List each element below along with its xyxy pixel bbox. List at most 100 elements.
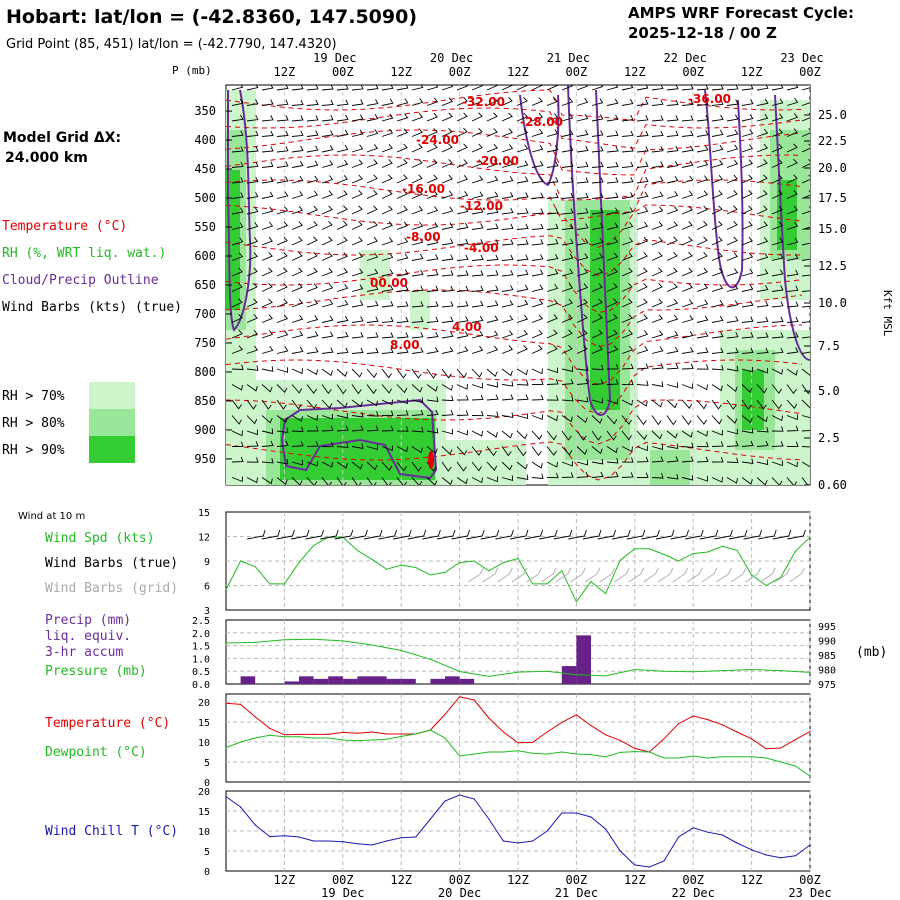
- isotherm-labels: -32.00 -36.00 -28.00 -24.00 -20.00 -16.00 -12.…: [370, 92, 731, 352]
- upper-wind-barb: [456, 410, 469, 416]
- grid-point-subtitle: Grid Point (85, 451) lat/lon = (-42.7790…: [6, 37, 337, 52]
- wind-chill-line-point: [502, 840, 504, 842]
- upper-wind-barb: [621, 379, 634, 386]
- upper-wind-barb: [441, 112, 453, 122]
- upper-wind-barb: [576, 223, 589, 230]
- upper-wind-barb: [636, 236, 649, 246]
- upper-wind-barb: [591, 161, 604, 168]
- upper-wind-barb: [771, 415, 783, 422]
- upper-wind-barb: [291, 283, 303, 292]
- dewpoint-line-point: [488, 751, 490, 753]
- upper-wind-barb: [561, 177, 574, 184]
- upper-wind-barb: [591, 446, 603, 455]
- upper-wind-barb: [801, 258, 810, 261]
- dewpoint-line-point: [590, 754, 592, 756]
- upper-wind-barb: [786, 425, 799, 432]
- dewpoint-line-point: [386, 738, 388, 740]
- upper-wind-barb: [321, 220, 333, 230]
- upper-wind-barb: [426, 158, 438, 168]
- upper-wind-barb: [651, 473, 664, 479]
- wind-chill-line-point: [605, 828, 607, 830]
- upper-wind-barb: [381, 425, 394, 432]
- upper-wind-barb: [726, 415, 738, 424]
- upper-wind-barb: [366, 114, 379, 122]
- wind-chill-line-point: [240, 806, 242, 808]
- isotherm-line: [226, 289, 803, 348]
- upper-wind-barb: [516, 96, 528, 106]
- upper-wind-barb: [651, 399, 663, 408]
- upper-wind-barb: [531, 160, 544, 168]
- upper-wind-barb: [291, 346, 304, 354]
- upper-wind-barb: [411, 316, 424, 323]
- upper-wind-barb: [516, 446, 527, 457]
- upper-wind-barb: [366, 384, 377, 395]
- upper-wind-barb: [456, 222, 469, 230]
- upper-wind-barb: [546, 379, 559, 385]
- upper-wind-barb: [501, 128, 513, 137]
- upper-wind-barb: [621, 446, 633, 453]
- upper-wind-barb: [546, 472, 559, 479]
- upper-wind-barb: [426, 384, 438, 392]
- upper-wind-barb: [246, 477, 258, 484]
- upper-wind-barb: [591, 378, 604, 385]
- upper-wind-barb: [801, 97, 810, 106]
- temperature-line-point: [765, 748, 767, 750]
- wind-barb-true: [378, 529, 398, 540]
- upper-wind-barb: [546, 97, 558, 106]
- upper-wind-barb: [756, 399, 767, 410]
- isotherm-contours: [226, 89, 803, 481]
- upper-wind-barb: [411, 347, 424, 354]
- upper-wind-barb: [456, 316, 469, 323]
- upper-wind-barb: [291, 459, 304, 466]
- upper-wind-barb: [261, 99, 274, 106]
- upper-wind-barb: [351, 300, 364, 308]
- upper-wind-barb: [291, 330, 304, 339]
- upper-wind-barb: [771, 316, 784, 323]
- upper-wind-barb: [261, 146, 274, 153]
- upper-wind-barb: [276, 267, 288, 277]
- upper-wind-barb: [546, 344, 558, 354]
- upper-wind-barb: [231, 237, 244, 246]
- upper-axes: 350 400 450 500 550 600 650 700 750 800 850 900 950 2…: [194, 104, 847, 492]
- precip-bar: [561, 666, 577, 684]
- wind-chill-line-point: [517, 842, 519, 844]
- upper-wind-barb: [771, 85, 784, 91]
- upper-wind-barb: [786, 347, 799, 354]
- dewpoint-line-point: [225, 747, 227, 749]
- dewpoint-line-point: [546, 753, 548, 755]
- upper-wind-barb: [291, 115, 304, 122]
- upper-wind-barb: [591, 222, 604, 230]
- upper-wind-barb: [651, 444, 664, 450]
- upper-wind-barb: [591, 177, 604, 184]
- upper-wind-barb: [396, 205, 408, 215]
- upper-wind-barb: [321, 160, 334, 168]
- upper-wind-barb: [561, 378, 574, 385]
- temperature-line-point: [342, 731, 344, 734]
- precip-blob: [428, 451, 434, 469]
- upper-wind-barb: [426, 396, 439, 403]
- upper-wind-barb: [276, 176, 289, 184]
- upper-wind-barb: [366, 268, 379, 277]
- upper-wind-barb: [741, 268, 754, 277]
- upper-wind-barb: [606, 177, 619, 184]
- upper-wind-barb: [306, 399, 317, 410]
- upper-wind-barb: [696, 299, 709, 308]
- wind-barbs-upper: [231, 85, 810, 485]
- pressure-line-point: [254, 641, 256, 644]
- upper-wind-barb: [801, 351, 810, 354]
- upper-wind-barb: [381, 284, 394, 292]
- upper-wind-barb: [396, 113, 409, 122]
- upper-wind-barb: [516, 192, 529, 199]
- upper-wind-barb: [291, 314, 304, 323]
- upper-wind-barb: [501, 461, 513, 471]
- upper-wind-barb: [576, 145, 589, 153]
- upper-wind-barb: [306, 85, 319, 91]
- upper-wind-barb: [471, 143, 483, 153]
- upper-wind-barb: [786, 221, 799, 230]
- upper-wind-barb: [411, 174, 423, 184]
- upper-wind-barb: [471, 127, 483, 137]
- rh80-swatch: [89, 409, 135, 436]
- upper-wind-barb: [501, 430, 513, 439]
- upper-wind-barb: [516, 368, 528, 376]
- upper-wind-barb: [546, 223, 559, 230]
